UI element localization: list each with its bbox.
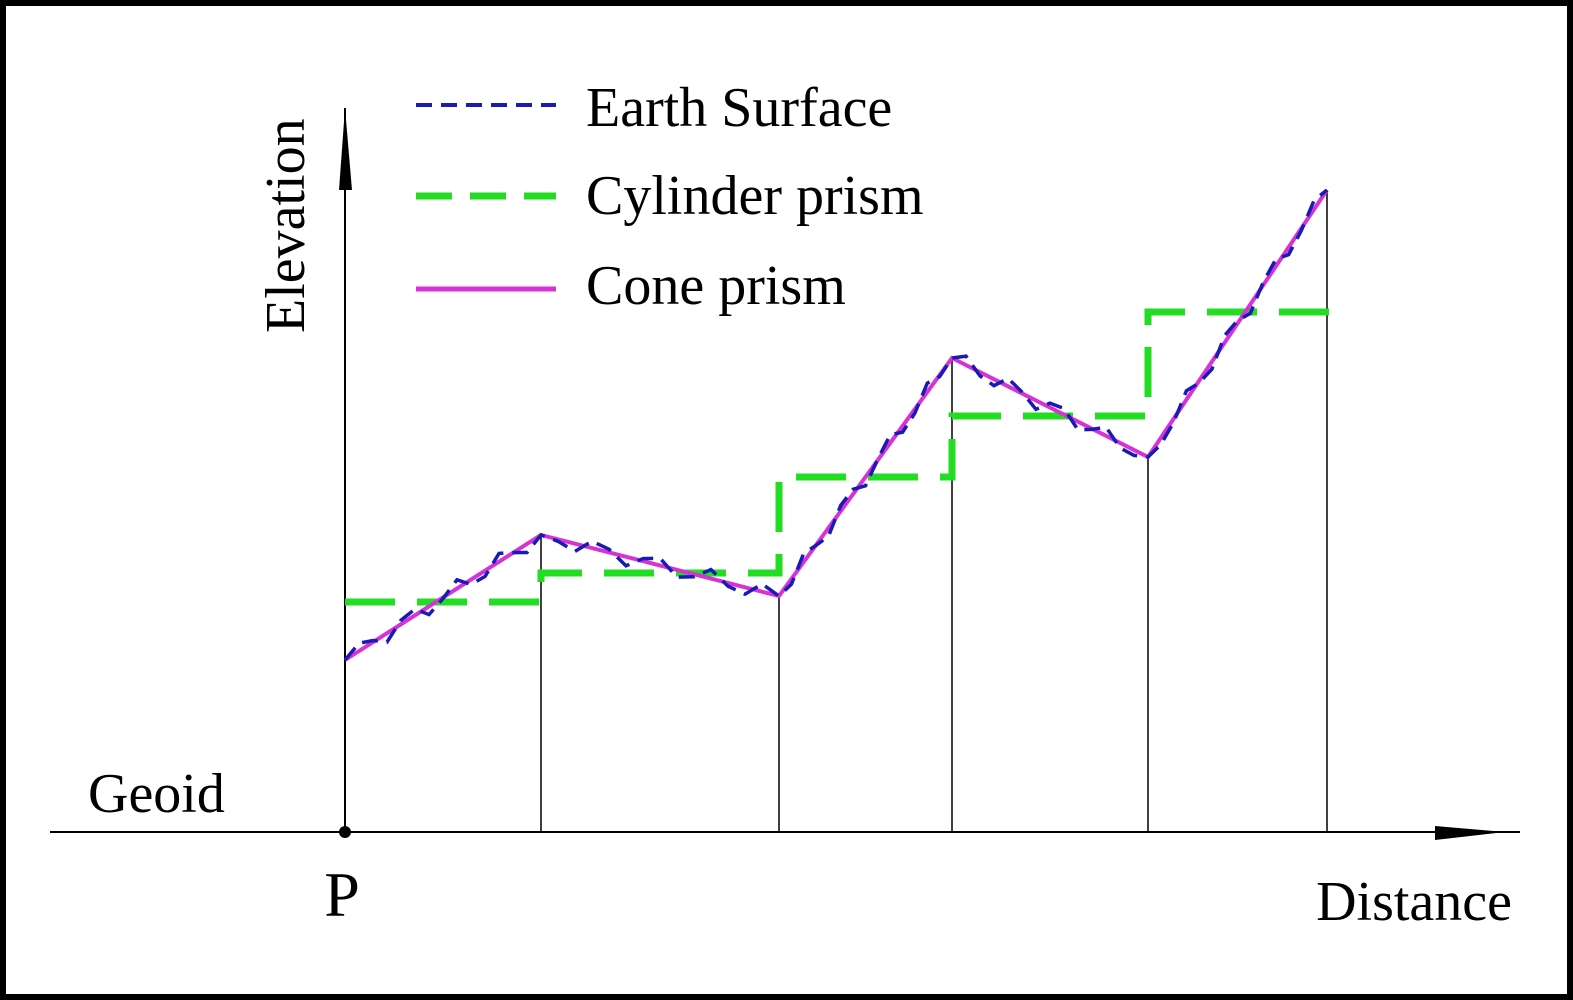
x-axis-arrow [1435,826,1505,840]
division-lines [540,190,1328,832]
origin-point [339,826,351,838]
origin-label: P [324,859,360,930]
y-axis-label: Elevation [255,118,317,333]
legend-label-cone-prism: Cone prism [586,255,846,317]
earth-surface-line [343,188,1329,662]
cylinder-prism-line [345,308,1330,606]
legend-label-cylinder-prism: Cylinder prism [586,165,924,227]
legend-label-earth-surface: Earth Surface [586,77,892,139]
geoid-label: Geoid [88,763,225,825]
y-axis-arrow [339,108,352,190]
elevation-profile-diagram: Earth Surface Cylinder prism Cone prism … [50,77,1520,933]
x-axis-label: Distance [1316,871,1512,933]
legend: Earth Surface Cylinder prism Cone prism [416,77,924,317]
